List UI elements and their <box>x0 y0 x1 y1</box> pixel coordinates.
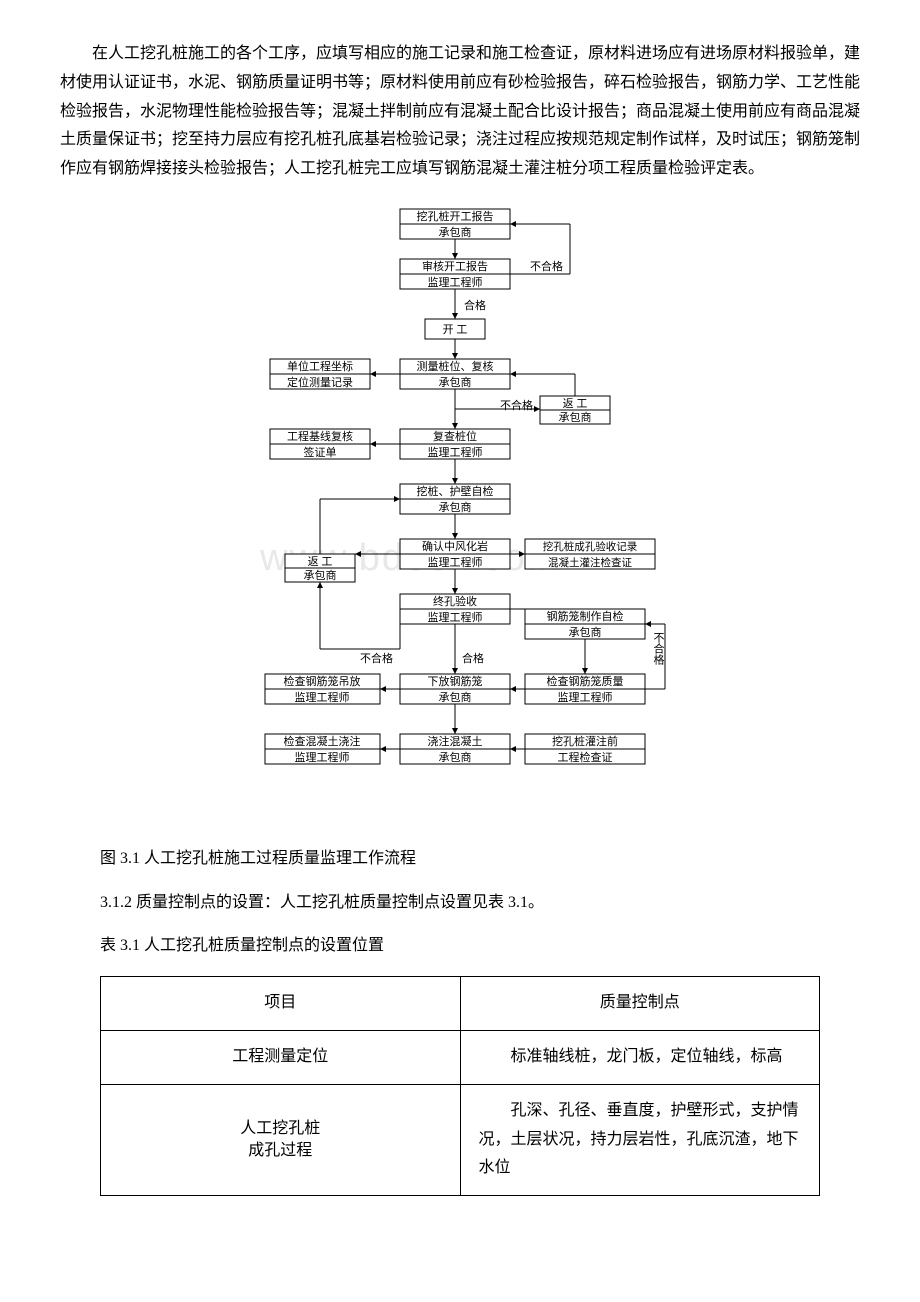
svg-text:挖孔桩开工报告: 挖孔桩开工报告 <box>417 209 494 223</box>
table-cell-points: 标准轴线桩，龙门板，定位轴线，标高 <box>460 1030 820 1084</box>
svg-text:检查钢筋笼质量: 检查钢筋笼质量 <box>547 674 624 688</box>
label-ok-3: 合格 <box>462 651 484 665</box>
label-fail-4: 不合格 <box>652 632 665 666</box>
svg-text:承包商: 承包商 <box>439 375 472 389</box>
svg-text:挖孔桩灌注前: 挖孔桩灌注前 <box>552 734 618 748</box>
table-header-item: 项目 <box>101 977 461 1031</box>
svg-text:挖孔桩成孔验收记录: 挖孔桩成孔验收记录 <box>543 540 638 553</box>
node-check-concrete-pour: 检查混凝土浇注 监理工程师 <box>265 734 380 764</box>
svg-text:定位测量记录: 定位测量记录 <box>287 375 353 389</box>
node-rework-2: 返 工 承包商 <box>285 554 355 582</box>
svg-text:检查钢筋笼吊放: 检查钢筋笼吊放 <box>284 674 361 688</box>
svg-text:监理工程师: 监理工程师 <box>295 691 350 704</box>
svg-text:测量桩位、复核: 测量桩位、复核 <box>417 359 494 373</box>
node-recheck-pile: 复查桩位 监理工程师 <box>400 429 510 459</box>
node-start: 开 工 <box>425 319 485 339</box>
svg-text:监理工程师: 监理工程师 <box>428 611 483 624</box>
svg-text:承包商: 承包商 <box>559 410 592 424</box>
node-check-cage-lift: 检查钢筋笼吊放 监理工程师 <box>265 674 380 704</box>
node-baseline-cert: 工程基线复核 签证单 <box>270 429 370 459</box>
svg-text:钢筋笼制作自检: 钢筋笼制作自检 <box>547 609 624 623</box>
node-rework-1: 返 工 承包商 <box>540 396 610 424</box>
section-312: 3.1.2 质量控制点的设置：人工挖孔桩质量控制点设置见表 3.1。 <box>100 889 860 918</box>
node-coord-record: 单位工程坐标 定位测量记录 <box>270 359 370 389</box>
table-row: 人工挖孔桩 成孔过程 孔深、孔径、垂直度，护壁形式，支护情况，土层状况，持力层岩… <box>101 1084 820 1195</box>
svg-text:签证单: 签证单 <box>304 445 337 459</box>
node-review-report: 审核开工报告 监理工程师 <box>400 259 510 289</box>
qc-table: 项目 质量控制点 工程测量定位 标准轴线桩，龙门板，定位轴线，标高 人工挖孔桩 … <box>100 976 820 1196</box>
svg-text:承包商: 承包商 <box>569 625 602 639</box>
label-fail-3: 不合格 <box>360 651 393 665</box>
svg-text:检查混凝土浇注: 检查混凝土浇注 <box>284 734 361 748</box>
svg-text:承包商: 承包商 <box>304 568 337 582</box>
svg-text:单位工程坐标: 单位工程坐标 <box>287 359 353 373</box>
svg-text:确认中风化岩: 确认中风化岩 <box>422 539 488 553</box>
svg-text:下放钢筋笼: 下放钢筋笼 <box>428 674 483 688</box>
svg-text:监理工程师: 监理工程师 <box>428 556 483 569</box>
svg-text:承包商: 承包商 <box>439 750 472 764</box>
flowchart-container: www.bdocx.com 挖孔桩开工报告 承包商 审核开工报告 <box>60 204 860 825</box>
svg-text:工程基线复核: 工程基线复核 <box>287 429 353 443</box>
node-hole-accept-record: 挖孔桩成孔验收记录 混凝土灌注检查证 <box>525 539 655 569</box>
node-pour-concrete: 浇注混凝土 承包商 <box>400 734 510 764</box>
table-cell-item: 人工挖孔桩 成孔过程 <box>101 1084 461 1195</box>
svg-text:开 工: 开 工 <box>443 324 468 336</box>
svg-text:复查桩位: 复查桩位 <box>433 429 477 443</box>
node-confirm-rock: 确认中风化岩 监理工程师 <box>400 539 510 569</box>
node-check-cage-quality: 检查钢筋笼质量 监理工程师 <box>525 674 645 704</box>
svg-text:返 工: 返 工 <box>308 555 333 568</box>
table-header-points: 质量控制点 <box>460 977 820 1031</box>
label-fail-1: 不合格 <box>530 259 563 273</box>
node-final-hole-accept: 终孔验收 监理工程师 <box>400 594 510 624</box>
node-measure-pile: 测量桩位、复核 承包商 <box>400 359 510 389</box>
table-cell-points: 孔深、孔径、垂直度，护壁形式，支护情况，土层状况，持力层岩性，孔底沉渣，地下水位 <box>460 1084 820 1195</box>
node-prepour-cert: 挖孔桩灌注前 工程检查证 <box>525 734 645 764</box>
table-cell-item: 工程测量定位 <box>101 1030 461 1084</box>
svg-text:监理工程师: 监理工程师 <box>558 691 613 704</box>
node-cage-selfcheck: 钢筋笼制作自检 承包商 <box>525 609 645 639</box>
svg-text:浇注混凝土: 浇注混凝土 <box>428 734 483 748</box>
svg-text:终孔验收: 终孔验收 <box>433 594 477 608</box>
table-row: 工程测量定位 标准轴线桩，龙门板，定位轴线，标高 <box>101 1030 820 1084</box>
svg-text:混凝土灌注检查证: 混凝土灌注检查证 <box>548 556 632 569</box>
node-lower-cage: 下放钢筋笼 承包商 <box>400 674 510 704</box>
figure-caption: 图 3.1 人工挖孔桩施工过程质量监理工作流程 <box>100 845 860 874</box>
intro-paragraph: 在人工挖孔桩施工的各个工序，应填写相应的施工记录和施工检查证，原材料进场应有进场… <box>60 40 860 184</box>
node-start-report: 挖孔桩开工报告 承包商 <box>400 209 510 239</box>
svg-text:返 工: 返 工 <box>563 397 588 410</box>
svg-text:监理工程师: 监理工程师 <box>428 446 483 459</box>
svg-text:挖桩、护壁自检: 挖桩、护壁自检 <box>417 484 494 498</box>
svg-text:承包商: 承包商 <box>439 500 472 514</box>
svg-text:承包商: 承包商 <box>439 225 472 239</box>
svg-text:工程检查证: 工程检查证 <box>558 750 613 764</box>
svg-text:审核开工报告: 审核开工报告 <box>422 259 488 273</box>
table-caption: 表 3.1 人工挖孔桩质量控制点的设置位置 <box>100 932 860 961</box>
table-header-row: 项目 质量控制点 <box>101 977 820 1031</box>
label-ok-1: 合格 <box>464 298 486 312</box>
svg-text:承包商: 承包商 <box>439 690 472 704</box>
svg-text:监理工程师: 监理工程师 <box>428 276 483 289</box>
node-dig-selfcheck: 挖桩、护壁自检 承包商 <box>400 484 510 514</box>
label-fail-2: 不合格 <box>500 398 533 412</box>
svg-text:监理工程师: 监理工程师 <box>295 751 350 764</box>
flowchart-svg: 挖孔桩开工报告 承包商 审核开工报告 监理工程师 不合格 合格 开 工 <box>220 204 700 814</box>
